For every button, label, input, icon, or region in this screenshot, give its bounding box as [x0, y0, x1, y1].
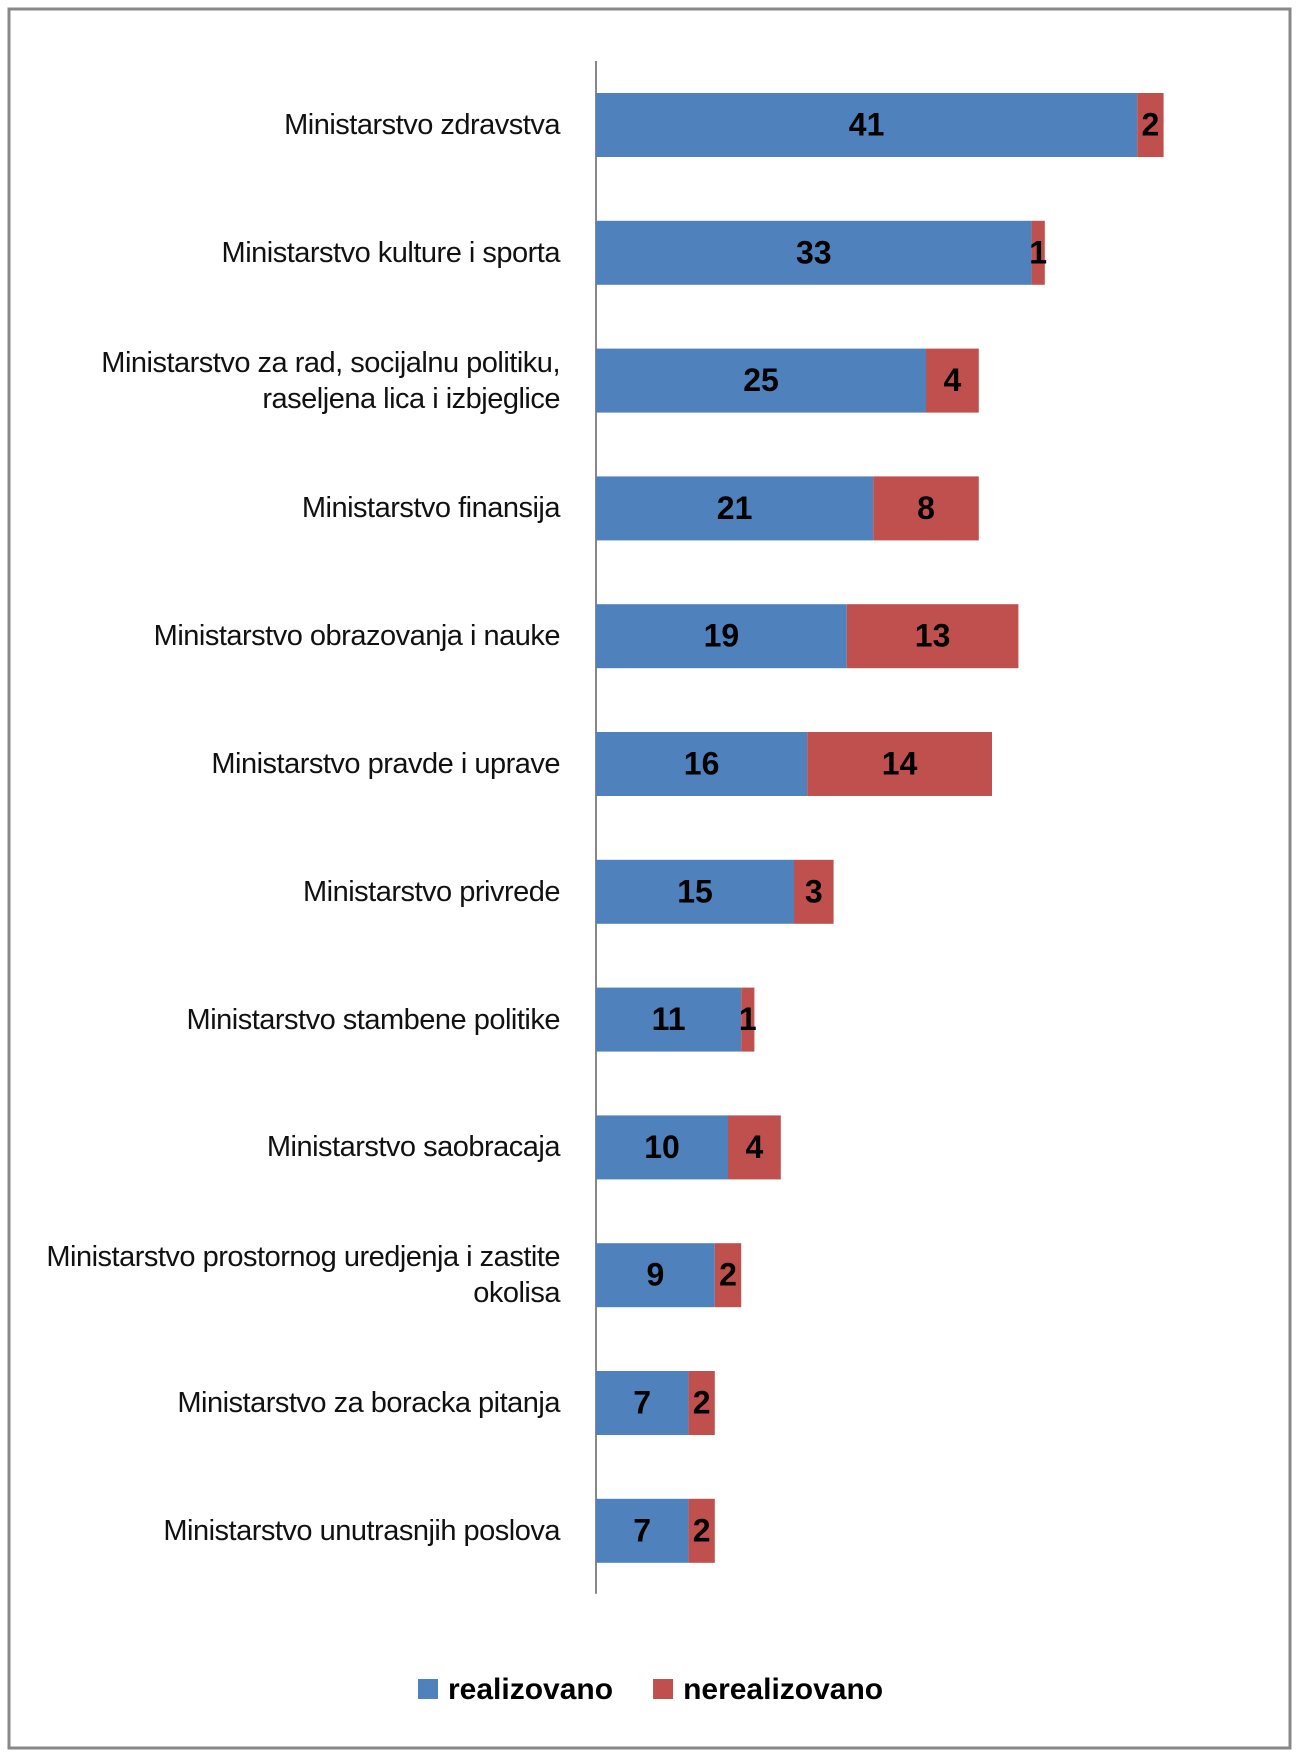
value-label: 25 — [743, 362, 779, 398]
bar-segment — [741, 987, 755, 1052]
legend-label: realizovano — [448, 1673, 613, 1706]
value-label: 7 — [633, 1512, 651, 1548]
bar-segment — [873, 476, 979, 541]
value-label: 33 — [796, 234, 832, 270]
category-label: Ministarstvo privrede — [302, 875, 561, 908]
frame — [7, 7, 1292, 1750]
bar-segment — [794, 859, 834, 924]
bar-segment — [596, 732, 808, 796]
value-label: 2 — [1142, 106, 1160, 142]
bar-segment — [596, 604, 847, 669]
bar-segment — [714, 1243, 742, 1308]
legend-label: nerealizovano — [683, 1673, 883, 1706]
category-label: Ministarstvo prostornog uredjenja i zast… — [46, 1241, 560, 1310]
value-label: 1 — [1029, 234, 1047, 270]
value-label: 9 — [647, 1257, 665, 1293]
category-label: Ministarstvo pravde i uprave — [211, 748, 560, 780]
value-label: 14 — [882, 745, 918, 781]
value-label: 2 — [693, 1384, 711, 1420]
category-label: Ministarstvo stambene politike — [186, 1003, 561, 1036]
category-label: Ministarstvo kulture i sporta — [221, 236, 561, 269]
bar-segment — [596, 1498, 689, 1563]
category-label: Ministarstvo obrazovanja i nauke — [153, 620, 561, 653]
category-label: Ministarstvo finansija — [301, 492, 561, 525]
value-label: 13 — [915, 618, 951, 654]
bar-segment — [596, 476, 874, 541]
legend-swatch — [418, 1679, 438, 1699]
category-label: Ministarstvo za boracka pitanja — [177, 1387, 560, 1419]
category-label: Ministarstvo zdravstva — [284, 109, 560, 141]
bar-segment — [846, 604, 1019, 669]
value-label: 1 — [739, 1001, 757, 1037]
bar-segment — [807, 732, 992, 796]
value-label: 7 — [633, 1384, 651, 1420]
value-label: 2 — [719, 1257, 737, 1293]
bar-segment — [596, 1243, 715, 1308]
bar-segment — [1137, 93, 1164, 157]
bar-segment — [596, 1115, 728, 1180]
value-label: 19 — [704, 618, 740, 654]
value-label: 11 — [652, 1001, 686, 1037]
bar-segment — [926, 348, 979, 413]
value-label: 21 — [717, 490, 753, 526]
bar-segment — [688, 1371, 715, 1435]
legend-swatch — [653, 1679, 674, 1699]
value-label: 2 — [693, 1512, 711, 1548]
value-label: 4 — [746, 1129, 764, 1165]
bar-segment — [596, 93, 1138, 157]
bar-segment — [596, 1371, 689, 1435]
value-label: 10 — [644, 1129, 680, 1165]
category-label: Ministarstvo za rad, socijalnu politiku,… — [101, 346, 560, 415]
bar-segment — [688, 1498, 715, 1563]
value-label: 16 — [684, 745, 720, 781]
bar-segment — [596, 859, 794, 924]
category-label: Ministarstvo saobracaja — [266, 1131, 561, 1164]
bar-segment — [1031, 220, 1045, 285]
value-label: 3 — [805, 873, 823, 909]
bar-segment — [728, 1115, 781, 1180]
category-label: Ministarstvo unutrasnjih poslova — [163, 1514, 560, 1547]
bar-segment — [596, 348, 926, 413]
bar-segment — [596, 220, 1032, 285]
value-label: 41 — [849, 106, 885, 142]
value-label: 8 — [917, 490, 935, 526]
bar-segment — [596, 987, 742, 1052]
value-label: 4 — [944, 362, 962, 398]
value-label: 15 — [677, 873, 713, 909]
